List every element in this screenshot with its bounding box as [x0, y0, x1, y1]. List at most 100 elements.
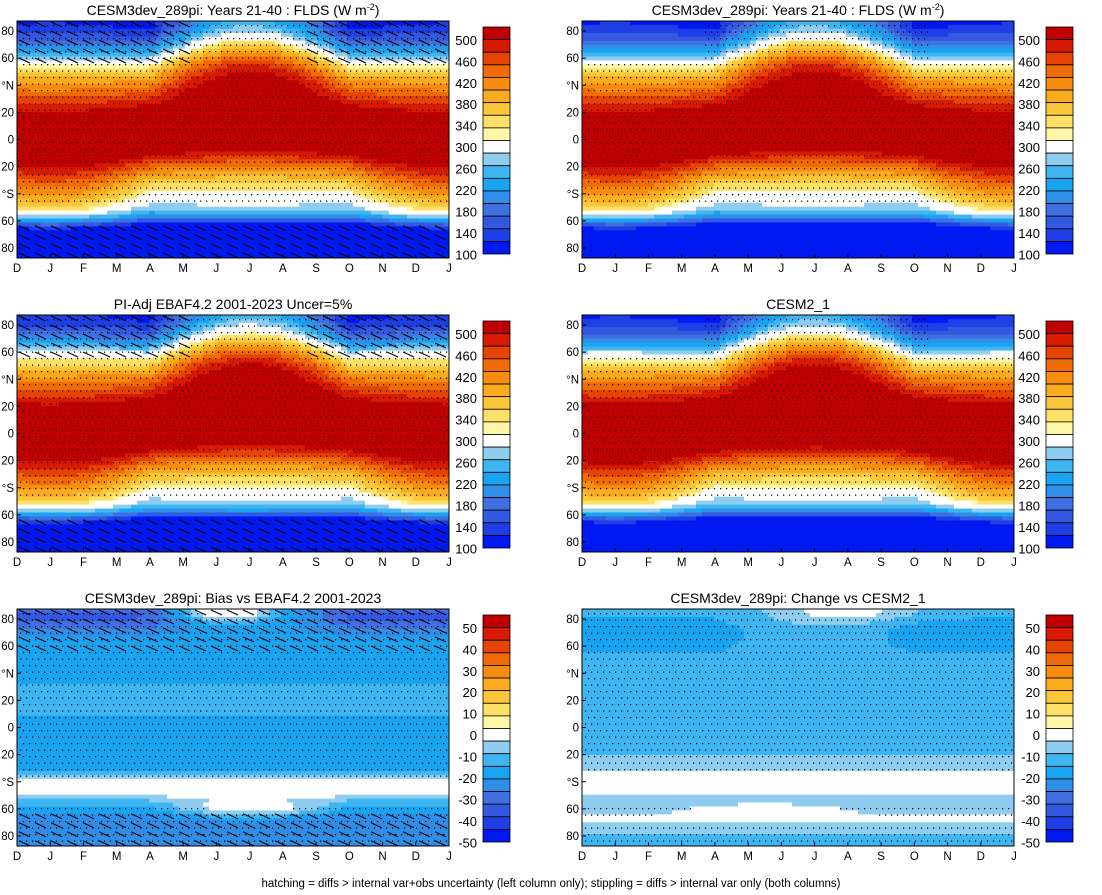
- heatmap-cell: [588, 234, 595, 239]
- heatmap-cell: [401, 238, 408, 243]
- heatmap-cell: [53, 28, 60, 34]
- heatmap-cell: [317, 218, 324, 224]
- heatmap-cell: [341, 182, 348, 188]
- heatmap-cell: [125, 76, 132, 81]
- heatmap-cell: [173, 218, 180, 224]
- heatmap-cell: [365, 202, 372, 208]
- heatmap-cell: [383, 88, 390, 93]
- heatmap-cell: [59, 111, 66, 117]
- heatmap-cell: [167, 100, 174, 105]
- heatmap-cell: [233, 115, 240, 121]
- heatmap-cell: [347, 171, 354, 176]
- heatmap-cell: [353, 52, 360, 58]
- heatmap-cell: [353, 206, 360, 212]
- heatmap-cell: [71, 72, 78, 77]
- heatmap-cell: [83, 238, 90, 243]
- heatmap-cell: [83, 119, 90, 125]
- heatmap-cell: [612, 72, 619, 77]
- heatmap-cell: [341, 151, 348, 156]
- heatmap-cell: [23, 24, 30, 30]
- heatmap-cell: [275, 64, 282, 69]
- x-tick-label: M: [178, 263, 188, 275]
- heatmap-cell: [329, 202, 336, 208]
- heatmap-cell: [287, 143, 294, 148]
- heatmap-cell: [215, 202, 222, 208]
- heatmap-cell: [65, 21, 72, 26]
- heatmap-cell: [215, 24, 222, 30]
- heatmap-cell: [143, 48, 150, 54]
- heatmap-cell: [83, 100, 90, 105]
- heatmap-cell: [167, 72, 174, 77]
- heatmap-cell: [95, 28, 102, 34]
- heatmap-cell: [251, 190, 258, 196]
- heatmap-cell: [371, 131, 378, 137]
- heatmap-cell: [209, 194, 216, 200]
- heatmap-cell: [305, 179, 312, 184]
- heatmap-cell: [47, 234, 54, 239]
- heatmap-cell: [359, 190, 366, 196]
- heatmap-cell: [359, 48, 366, 54]
- heatmap-cell: [107, 194, 114, 200]
- heatmap-cell: [618, 56, 625, 62]
- heatmap-cell: [606, 52, 613, 58]
- heatmap-cell: [35, 218, 42, 224]
- heatmap-cell: [53, 190, 60, 196]
- heatmap-cell: [101, 100, 108, 105]
- heatmap-cell: [437, 254, 444, 258]
- heatmap-cell: [407, 21, 414, 26]
- heatmap-cell: [215, 56, 222, 62]
- heatmap-cell: [221, 76, 228, 81]
- heatmap-cell: [588, 167, 595, 172]
- heatmap-cell: [59, 143, 66, 148]
- heatmap-cell: [119, 190, 126, 196]
- heatmap-cell: [209, 186, 216, 192]
- heatmap-cell: [323, 103, 330, 109]
- heatmap-cell: [17, 230, 24, 235]
- heatmap-cell: [335, 175, 342, 180]
- heatmap-cell: [431, 230, 438, 235]
- heatmap-cell: [269, 21, 276, 26]
- heatmap-cell: [437, 230, 444, 235]
- heatmap-cell: [317, 202, 324, 208]
- heatmap-cell: [437, 194, 444, 200]
- heatmap-cell: [389, 242, 396, 247]
- heatmap-cell: [395, 21, 402, 26]
- heatmap-cell: [281, 139, 288, 145]
- heatmap-cell: [293, 80, 300, 85]
- heatmap-cell: [53, 44, 60, 50]
- heatmap-cell: [377, 202, 384, 208]
- x-tick-label: S: [312, 263, 320, 275]
- heatmap-cell: [65, 202, 72, 208]
- heatmap-cell: [317, 135, 324, 141]
- heatmap-cell: [311, 64, 318, 69]
- heatmap-cell: [317, 139, 324, 145]
- heatmap-cell: [257, 64, 264, 69]
- heatmap-cell: [582, 167, 589, 172]
- heatmap-cell: [612, 226, 619, 231]
- heatmap-cell: [353, 84, 360, 89]
- heatmap-cell: [35, 202, 42, 208]
- heatmap-cell: [437, 222, 444, 227]
- heatmap-cell: [443, 96, 449, 101]
- heatmap-cell: [443, 127, 449, 133]
- heatmap-cell: [191, 60, 198, 66]
- heatmap-cell: [113, 186, 120, 192]
- heatmap-cell: [173, 194, 180, 200]
- heatmap-cell: [612, 186, 619, 192]
- heatmap-cell: [143, 175, 150, 180]
- heatmap-cell: [35, 151, 42, 156]
- heatmap-cell: [311, 242, 318, 247]
- heatmap-cell: [59, 151, 66, 156]
- heatmap-cell: [101, 182, 108, 188]
- heatmap-cell: [173, 175, 180, 180]
- heatmap-cell: [203, 214, 210, 220]
- heatmap-cell: [275, 60, 282, 66]
- heatmap-cell: [143, 100, 150, 105]
- heatmap-cell: [347, 179, 354, 184]
- heatmap-cell: [293, 254, 300, 258]
- heatmap-cell: [59, 44, 66, 50]
- heatmap-cell: [131, 155, 138, 160]
- heatmap-cell: [107, 222, 114, 227]
- heatmap-cell: [293, 48, 300, 54]
- heatmap-cell: [251, 92, 258, 97]
